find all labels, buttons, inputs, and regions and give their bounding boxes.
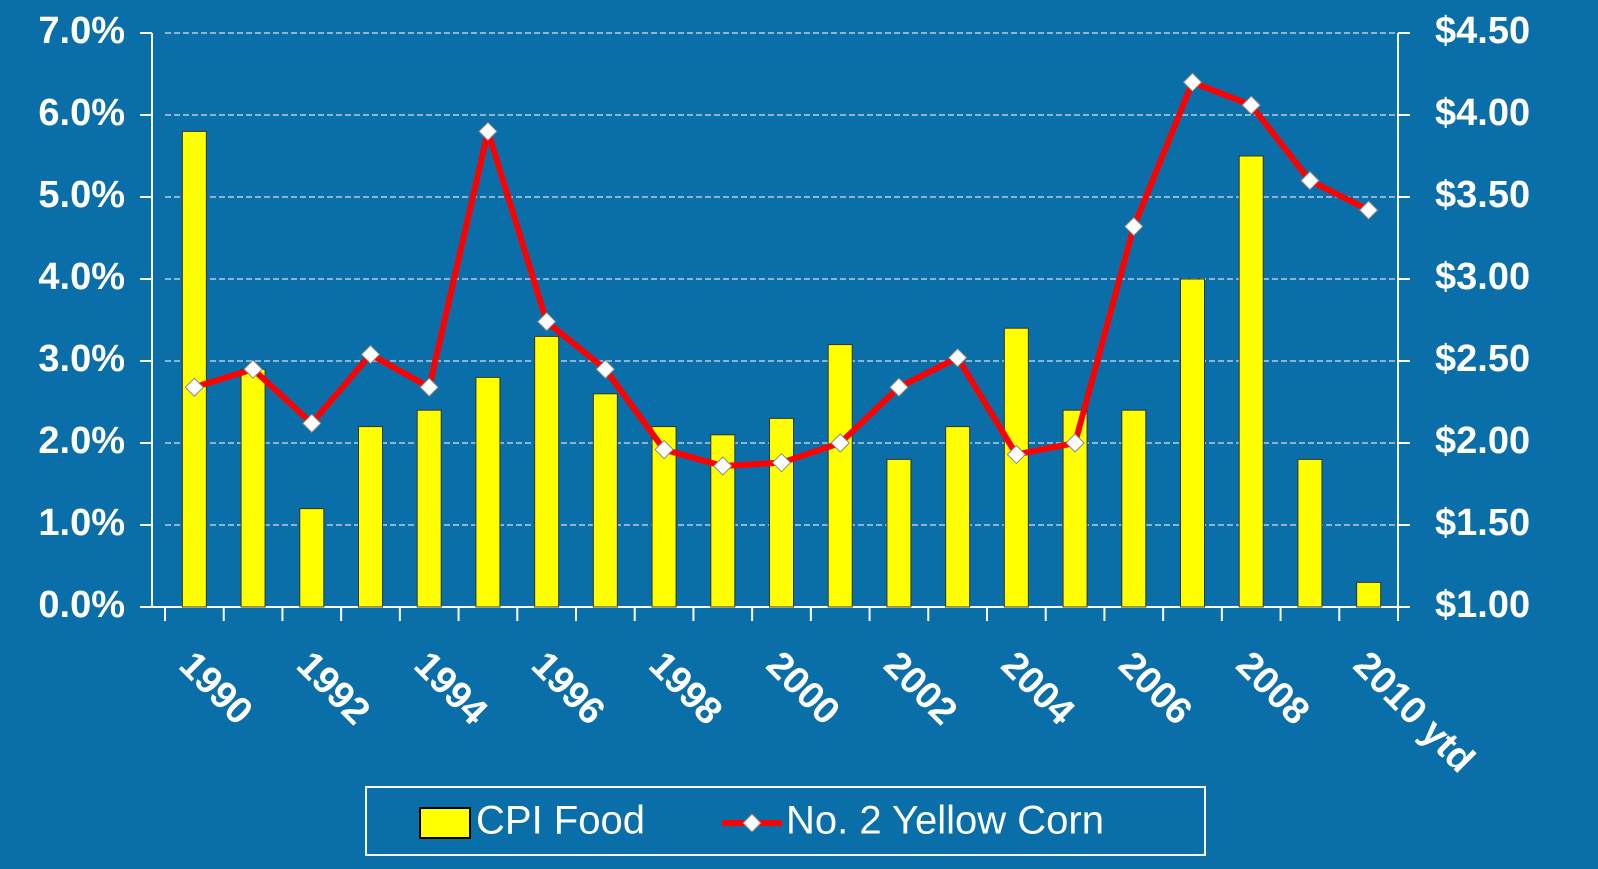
y2-tick-label: $1.00 [1435, 584, 1530, 626]
marker [830, 433, 850, 453]
marker [595, 359, 616, 379]
y2-tick-label: $2.00 [1435, 420, 1530, 462]
bar [886, 458, 912, 608]
marker [419, 377, 439, 397]
y-tick-label: 5.0% [38, 174, 125, 216]
bar [1180, 278, 1205, 608]
y2-tick-label: $2.50 [1435, 338, 1530, 380]
legend-label: CPI Food [476, 799, 645, 843]
marker [654, 439, 674, 460]
bar [1238, 155, 1264, 608]
bar [1297, 458, 1323, 608]
marker [184, 377, 205, 397]
marker [1065, 433, 1085, 453]
marker [1300, 170, 1320, 191]
marker [1358, 200, 1379, 220]
marker [478, 121, 498, 142]
marker [947, 348, 968, 368]
bar [1121, 409, 1147, 608]
marker [1124, 216, 1144, 237]
y2-tick-label: $4.00 [1435, 92, 1530, 134]
y-tick-label: 7.0% [38, 10, 125, 52]
y-tick-label: 1.0% [38, 502, 125, 544]
marker [302, 413, 322, 434]
y2-tick-label: $3.50 [1435, 174, 1530, 216]
y-tick-label: 6.0% [38, 92, 125, 134]
marker [243, 359, 263, 379]
legend-swatch [419, 807, 471, 839]
bar [416, 409, 442, 608]
y2-tick-label: $1.50 [1435, 502, 1530, 544]
legend-label: No. 2 Yellow Corn [786, 799, 1104, 843]
marker [713, 456, 733, 476]
y2-tick-label: $4.50 [1435, 10, 1530, 52]
y-tick-label: 0.0% [38, 584, 125, 626]
marker [360, 344, 381, 365]
marker [1241, 95, 1261, 115]
y2-tick-label: $3.00 [1435, 256, 1530, 298]
legend-marker [742, 813, 762, 833]
marker [889, 377, 909, 397]
bar [358, 426, 383, 608]
y-tick-label: 4.0% [38, 256, 125, 298]
marker [771, 452, 792, 473]
bar [769, 417, 794, 608]
bar [240, 368, 266, 608]
marker [1006, 444, 1027, 465]
y-tick-label: 2.0% [38, 420, 125, 462]
bar [827, 344, 853, 608]
bar [1356, 581, 1382, 608]
bar [534, 335, 560, 608]
bar [181, 130, 207, 608]
bar [1003, 327, 1029, 608]
y-tick-label: 3.0% [38, 338, 125, 380]
marker [536, 311, 557, 332]
bar [592, 393, 618, 608]
bar [945, 426, 971, 608]
marker [1182, 72, 1203, 92]
bar [475, 376, 501, 608]
bar [299, 508, 325, 608]
legend-box [365, 786, 1206, 856]
